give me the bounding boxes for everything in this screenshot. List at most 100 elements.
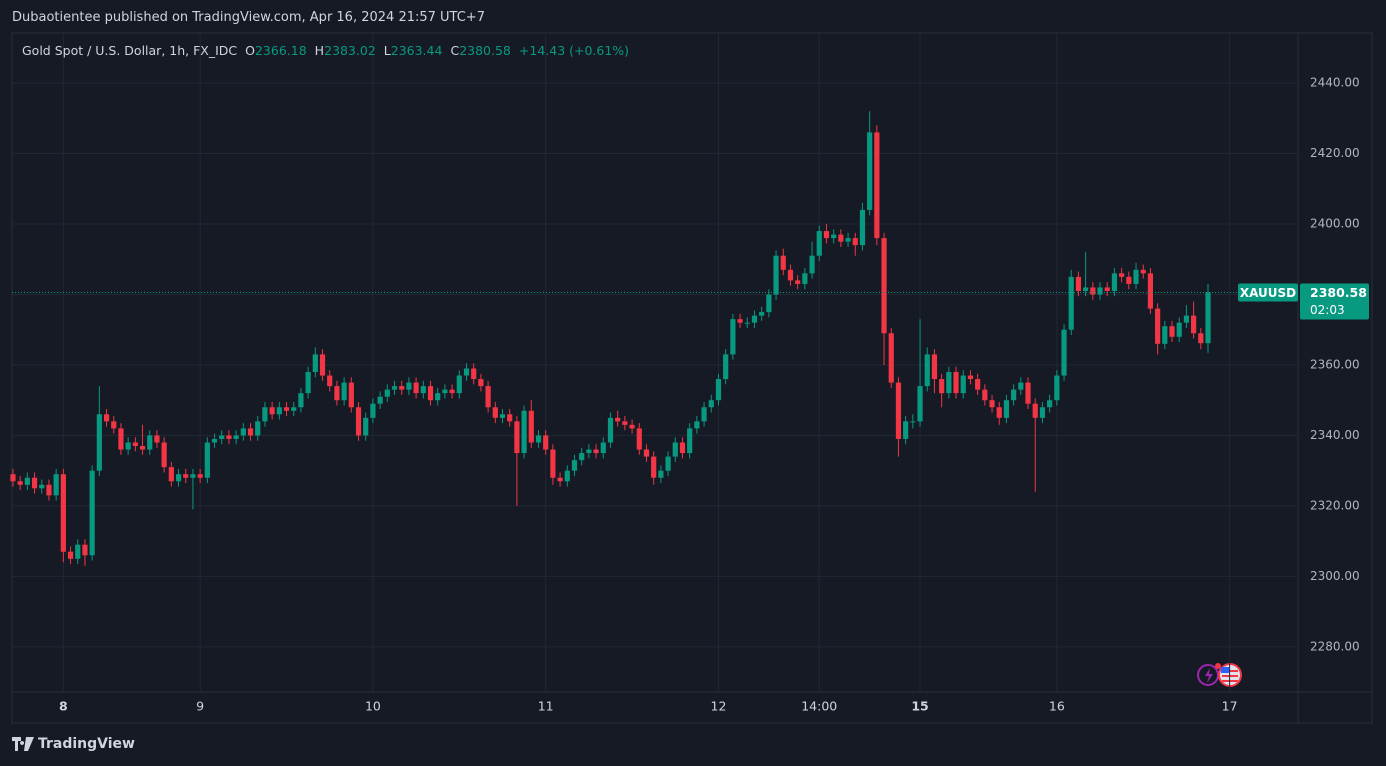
candle-body bbox=[852, 238, 858, 246]
candle-body bbox=[823, 231, 830, 239]
x-tick-label: 15 bbox=[911, 699, 928, 714]
candle-body bbox=[283, 407, 290, 411]
candle-body bbox=[795, 280, 801, 284]
candle-body bbox=[10, 474, 16, 482]
candle-body bbox=[492, 407, 498, 418]
candle-body bbox=[413, 382, 419, 394]
candle-body bbox=[694, 421, 700, 429]
candle-body bbox=[211, 438, 218, 443]
candle-body bbox=[535, 435, 542, 443]
ohlc-key: O bbox=[245, 43, 255, 58]
candle-body bbox=[910, 421, 916, 423]
x-tick-label: 10 bbox=[365, 699, 381, 714]
candle-body bbox=[24, 477, 30, 485]
candle-body bbox=[384, 389, 390, 397]
candle-body bbox=[298, 393, 304, 408]
y-tick-label: 2440.00 bbox=[1310, 76, 1360, 90]
candle-body bbox=[276, 407, 282, 415]
candle-body bbox=[67, 551, 74, 559]
change: +14.43 (+0.61%) bbox=[518, 43, 630, 58]
candle-body bbox=[319, 354, 326, 376]
candle-body bbox=[838, 234, 844, 242]
candle-body bbox=[204, 442, 210, 478]
candle-body bbox=[420, 386, 426, 394]
candle-body bbox=[1054, 375, 1060, 401]
ohlc-value: 2383.02 bbox=[324, 43, 376, 58]
candle-body bbox=[197, 474, 203, 478]
x-tick-label: 14:00 bbox=[801, 699, 837, 714]
candle-body bbox=[1140, 269, 1146, 274]
candle-body bbox=[478, 379, 484, 387]
candle-body bbox=[751, 315, 758, 323]
candle-body bbox=[82, 544, 88, 556]
candle-body bbox=[874, 132, 880, 239]
candle-body bbox=[435, 393, 441, 401]
candle-body bbox=[982, 389, 988, 401]
ohlc-key: L bbox=[383, 43, 391, 58]
candle-body bbox=[53, 474, 59, 496]
x-tick-label: 16 bbox=[1049, 699, 1065, 714]
candle-body bbox=[175, 474, 182, 482]
y-tick-label: 2320.00 bbox=[1310, 498, 1360, 512]
candle-body bbox=[867, 132, 873, 210]
candle-body bbox=[658, 470, 664, 478]
candle-body bbox=[665, 456, 671, 471]
candle-body bbox=[730, 319, 736, 355]
candle-body bbox=[399, 386, 405, 390]
candle-body bbox=[1083, 287, 1089, 291]
candle-body bbox=[348, 382, 354, 408]
candle-body bbox=[960, 375, 966, 394]
candle-body bbox=[903, 421, 909, 439]
candle-body bbox=[975, 379, 981, 390]
candle-body bbox=[334, 386, 340, 401]
ohlc-value: 2363.44 bbox=[390, 43, 443, 58]
brand-logo bbox=[12, 737, 34, 751]
symbol-tag-label: XAUUSD bbox=[1240, 286, 1296, 300]
candle-body bbox=[607, 417, 614, 443]
candle-body bbox=[499, 414, 506, 418]
candle-body bbox=[931, 354, 938, 380]
candle-body bbox=[1075, 276, 1082, 291]
x-tick-label: 8 bbox=[59, 699, 68, 714]
candle-body bbox=[744, 322, 750, 324]
y-tick-label: 2400.00 bbox=[1310, 217, 1360, 231]
brand: TradingView bbox=[12, 736, 135, 752]
candle-body bbox=[809, 255, 815, 274]
candle-body bbox=[636, 428, 642, 450]
y-tick-label: 2340.00 bbox=[1310, 428, 1360, 442]
candle-body bbox=[17, 481, 23, 485]
candle-body bbox=[651, 456, 657, 478]
candle-body bbox=[1068, 276, 1074, 330]
candle-body bbox=[1047, 400, 1053, 408]
candle-body bbox=[715, 379, 722, 401]
candle-body bbox=[1198, 333, 1204, 344]
candle-body bbox=[1169, 326, 1175, 337]
candle-body bbox=[701, 407, 707, 422]
candle-body bbox=[269, 407, 275, 415]
candle-body bbox=[1111, 273, 1118, 291]
ohlc-key: C bbox=[450, 43, 460, 58]
candle-body bbox=[1011, 389, 1017, 401]
candle-body bbox=[96, 414, 102, 471]
candle-body bbox=[557, 477, 563, 482]
x-tick-label: 12 bbox=[711, 699, 727, 714]
candle-body bbox=[881, 238, 887, 334]
candle-body bbox=[355, 407, 362, 436]
candle-body bbox=[154, 435, 160, 443]
x-tick-label: 9 bbox=[196, 699, 204, 714]
candle-body bbox=[766, 294, 772, 313]
candle-body bbox=[550, 449, 556, 478]
candle-body bbox=[989, 400, 995, 408]
price-tag bbox=[1300, 283, 1369, 320]
candle-body bbox=[139, 446, 146, 450]
brand-name: TradingView bbox=[38, 736, 135, 752]
candle-body bbox=[341, 382, 347, 401]
candle-body bbox=[60, 474, 66, 552]
candle-body bbox=[103, 414, 110, 422]
candle-body bbox=[514, 421, 520, 454]
candle-body bbox=[816, 231, 822, 256]
candle-body bbox=[118, 428, 124, 450]
candle-body bbox=[442, 389, 448, 394]
candle-body bbox=[1018, 382, 1024, 390]
